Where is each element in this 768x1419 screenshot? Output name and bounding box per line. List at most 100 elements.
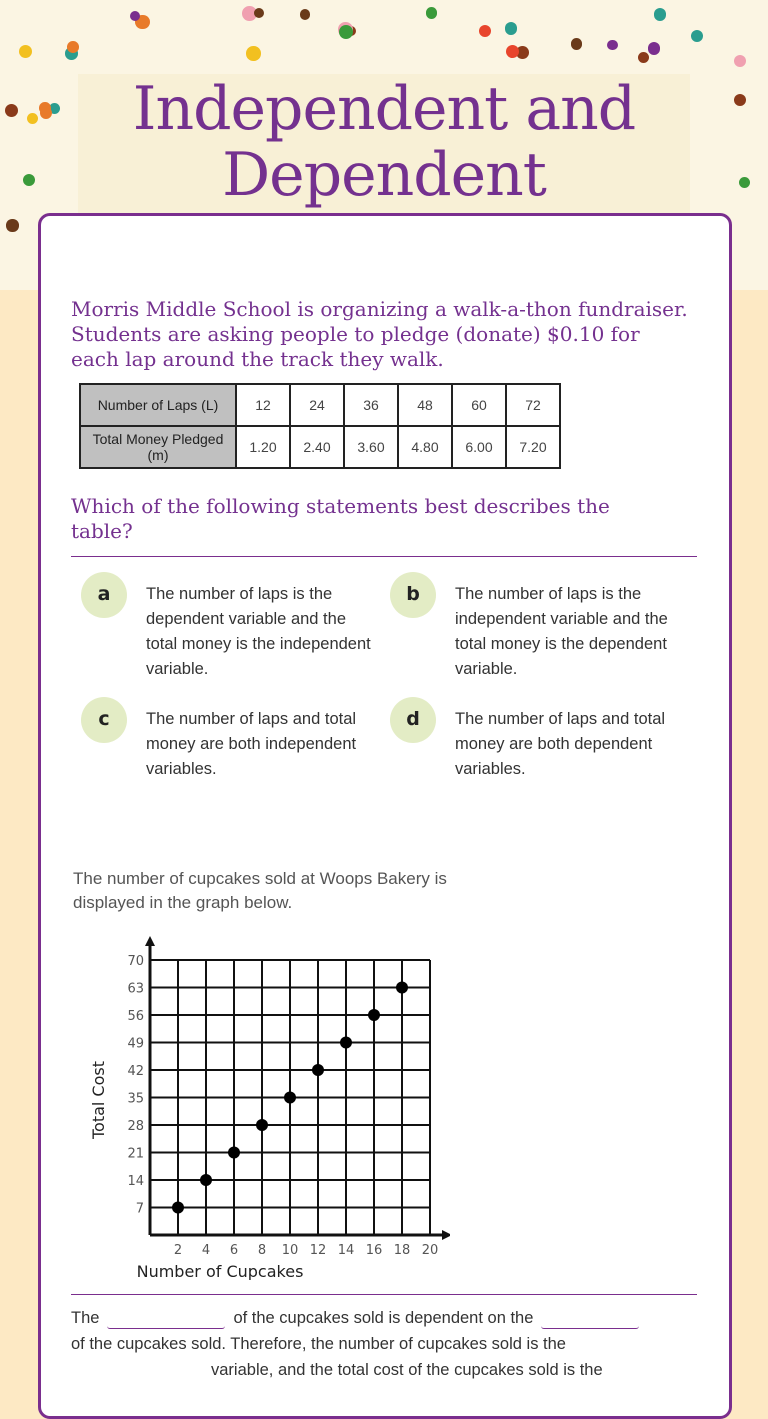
y-tick-label: 56	[127, 1009, 144, 1024]
polka-dot	[647, 42, 661, 55]
polka-dot	[738, 176, 751, 189]
choice-text: The number of laps and total money are b…	[146, 710, 357, 778]
polka-dot	[5, 104, 19, 118]
table-row: Number of Laps (L) 12 24 36 48 60 72	[79, 383, 561, 427]
polka-dot	[27, 112, 38, 124]
x-tick-label: 12	[310, 1243, 327, 1258]
x-tick-label: 4	[202, 1243, 210, 1258]
divider	[71, 556, 697, 557]
table-cell: 3.60	[343, 425, 399, 469]
polka-dot	[691, 30, 704, 43]
table-cell: 7.20	[505, 425, 561, 469]
table-cell: 2.40	[289, 425, 345, 469]
tick-labels: 2 4 6 8 10 12 14 16 18 20 7 14 21 28 35 42 49 56 63 70	[127, 954, 438, 1258]
table-cell: 4.80	[397, 425, 453, 469]
blank-input-3[interactable]	[84, 1365, 202, 1381]
x-tick-label: 8	[258, 1243, 266, 1258]
chart-caption: The number of cupcakes sold at Woops Bak…	[73, 869, 447, 912]
polka-dot	[505, 44, 520, 59]
fill-text: variable, and the total cost of the cupc…	[211, 1361, 603, 1379]
x-tick-label: 2	[174, 1243, 182, 1258]
polka-dot	[653, 8, 667, 22]
polka-dot	[733, 54, 747, 67]
data-point	[284, 1091, 296, 1104]
polka-dot	[18, 44, 33, 59]
polka-dot	[425, 6, 438, 19]
polka-dot	[22, 174, 35, 187]
y-tick-label: 7	[136, 1202, 144, 1217]
row-header: Total Money Pledged (m)	[79, 425, 237, 469]
choice-text: The number of laps is the dependent vari…	[146, 585, 371, 678]
x-axis-arrow	[442, 1230, 450, 1240]
polka-dot	[570, 38, 582, 50]
polka-dot	[39, 102, 51, 114]
x-tick-label: 10	[282, 1243, 299, 1258]
polka-dot	[246, 46, 262, 61]
y-tick-label: 42	[127, 1064, 144, 1079]
blank-input-2[interactable]	[541, 1312, 640, 1329]
polka-dot	[504, 22, 518, 35]
question-text: Which of the following statements best d…	[71, 494, 610, 543]
choice-letter[interactable]: c	[81, 697, 127, 743]
divider	[71, 1294, 697, 1295]
table-cell: 36	[343, 383, 399, 427]
polka-dot	[253, 7, 265, 19]
y-tick-label: 35	[127, 1092, 144, 1107]
choice-text: The number of laps and total money are b…	[455, 710, 666, 778]
data-points	[172, 981, 408, 1214]
intro-text: Morris Middle School is organizing a wal…	[71, 297, 688, 371]
table-cell: 72	[505, 383, 561, 427]
polka-dot	[479, 25, 492, 38]
x-tick-label: 18	[394, 1243, 411, 1258]
data-point	[228, 1146, 240, 1159]
cupcake-scatter-chart: 2 4 6 8 10 12 14 16 18 20 7 14 21 28 35 42 49 56 63 70 Numb…	[89, 936, 450, 1280]
data-point	[200, 1174, 212, 1186]
polka-dot	[516, 45, 529, 59]
data-point	[340, 1036, 352, 1049]
title-banner	[78, 74, 690, 214]
choice-letter[interactable]: a	[81, 572, 127, 618]
y-axis-arrow	[145, 936, 155, 946]
polka-dot	[607, 39, 618, 51]
data-point	[172, 1201, 184, 1214]
polka-dot	[129, 10, 140, 22]
x-tick-label: 6	[230, 1243, 238, 1258]
y-tick-label: 49	[127, 1037, 144, 1052]
table-cell: 24	[289, 383, 345, 427]
table-cell: 1.20	[235, 425, 291, 469]
row-header: Number of Laps (L)	[79, 383, 237, 427]
table-row: Total Money Pledged (m) 1.20 2.40 3.60 4…	[79, 425, 561, 469]
data-point	[312, 1064, 324, 1076]
blank-input-1[interactable]	[107, 1312, 226, 1329]
table-cell: 60	[451, 383, 507, 427]
fill-text: The	[71, 1309, 100, 1327]
y-tick-label: 70	[127, 954, 144, 969]
fill-in-paragraph: The of the cupcakes sold is dependent on …	[71, 1305, 701, 1383]
y-axis-label: Total Cost	[89, 1061, 108, 1140]
polka-dot	[66, 41, 79, 53]
table-cell: 6.00	[451, 425, 507, 469]
polka-dot	[241, 6, 257, 22]
data-point	[396, 981, 408, 994]
table-cell: 48	[397, 383, 453, 427]
fill-text: of the cupcakes sold. Therefore, the num…	[71, 1335, 566, 1353]
polka-dot	[637, 51, 650, 64]
y-tick-label: 21	[127, 1147, 144, 1162]
y-tick-label: 63	[127, 982, 144, 997]
x-tick-label: 14	[338, 1243, 355, 1258]
laps-table: Number of Laps (L) 12 24 36 48 60 72 Tot…	[79, 383, 561, 469]
y-tick-label: 14	[127, 1174, 144, 1189]
table-cell: 12	[235, 383, 291, 427]
fill-text: of the cupcakes sold is dependent on the	[233, 1309, 534, 1327]
x-tick-label: 16	[366, 1243, 383, 1258]
x-tick-label: 20	[422, 1243, 439, 1258]
choice-letter[interactable]: d	[390, 697, 436, 743]
data-point	[368, 1009, 380, 1021]
data-point	[256, 1119, 268, 1131]
choice-letter[interactable]: b	[390, 572, 436, 618]
y-tick-label: 28	[127, 1119, 144, 1134]
polka-dot	[6, 219, 19, 232]
polka-dot	[49, 103, 61, 115]
x-axis-label: Number of Cupcakes	[137, 1262, 304, 1280]
polka-dot	[299, 9, 311, 20]
